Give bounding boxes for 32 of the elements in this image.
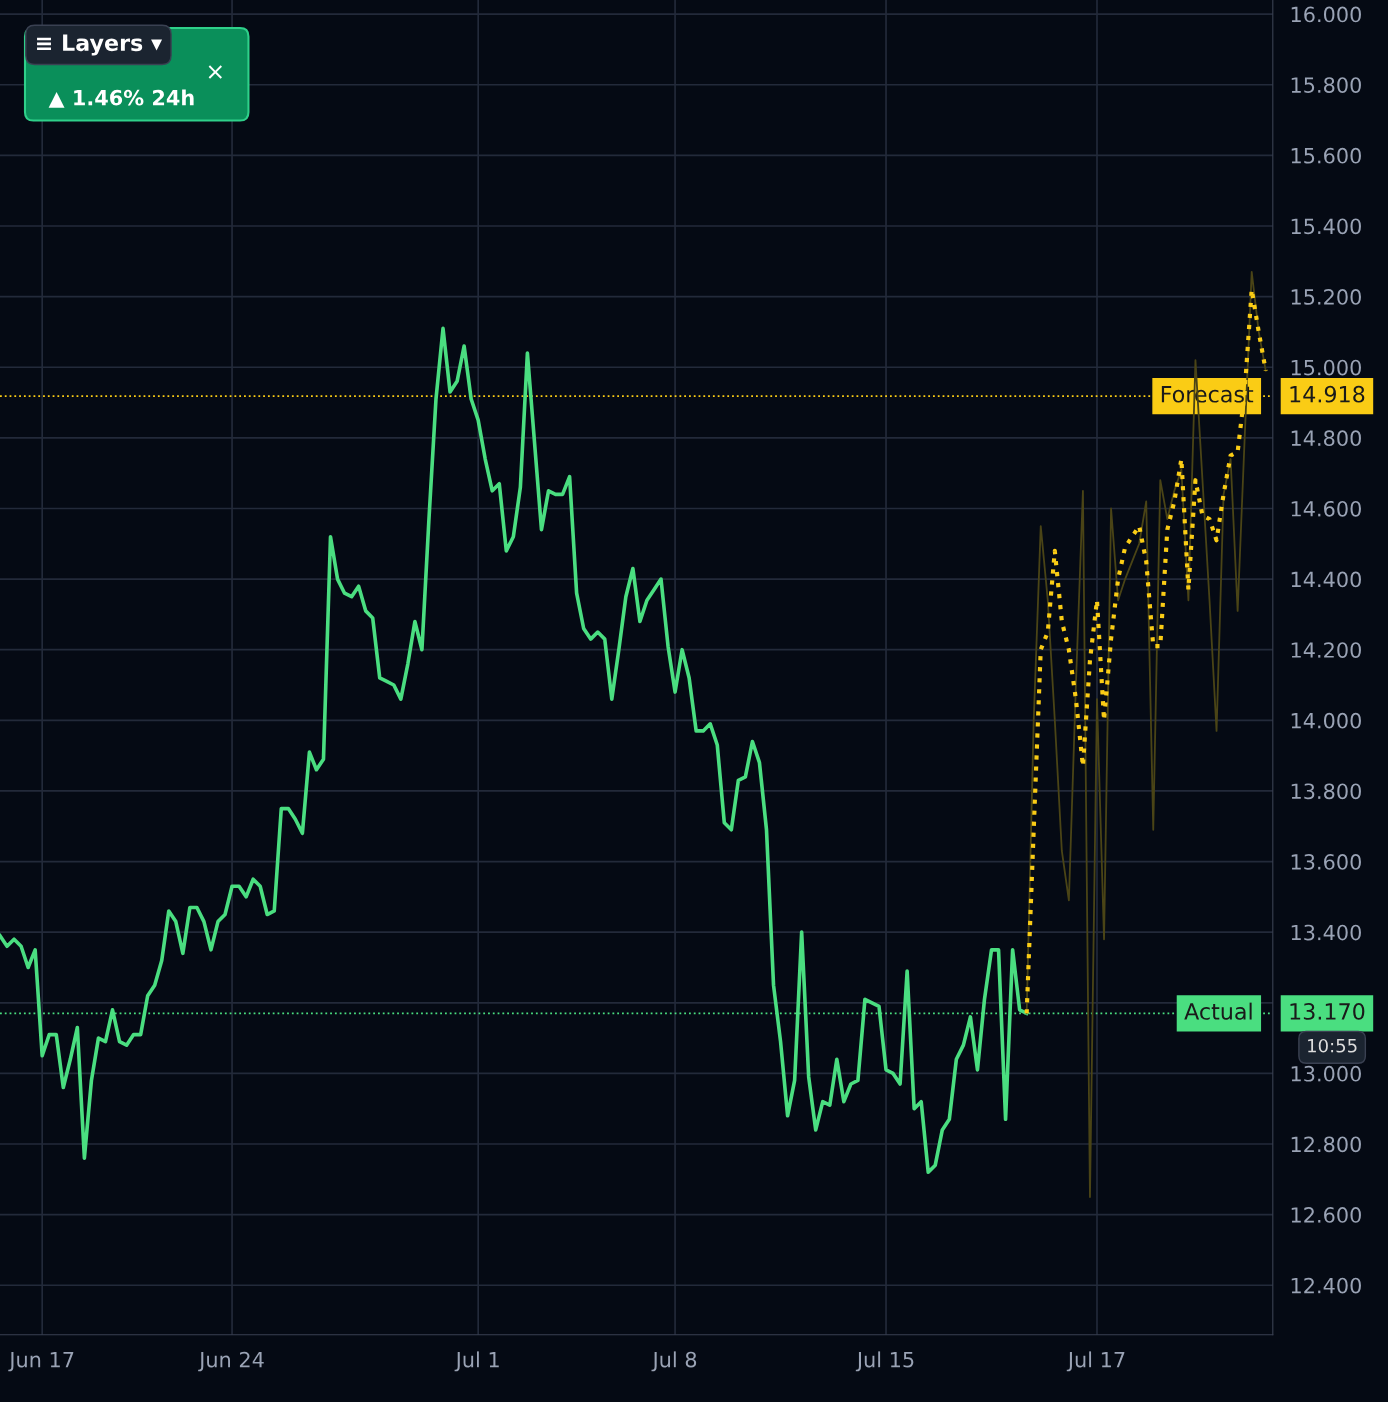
x-tick-label: Jun 17 — [8, 1352, 74, 1372]
x-tick-label: Jul 17 — [1066, 1351, 1125, 1372]
y-tick-label: 15.200 — [1291, 289, 1361, 305]
y-tick-label: 15.000 — [1291, 359, 1361, 376]
x-tick-label: Jul 15 — [855, 1351, 914, 1372]
text: 13.170 — [1290, 1003, 1365, 1020]
y-tick-label: 16.000 — [1291, 6, 1361, 23]
text: 14.918 — [1290, 385, 1365, 403]
y-tick-label: 15.800 — [1291, 77, 1361, 93]
y-tick-label: 15.600 — [1291, 147, 1361, 164]
y-tick-label: 14.800 — [1291, 430, 1361, 447]
x-tick-label: Jul 8 — [651, 1351, 697, 1372]
y-tick-label: 13.000 — [1291, 1065, 1361, 1082]
y-tick-label: 13.400 — [1291, 924, 1361, 941]
y-tick-label: 12.800 — [1291, 1136, 1361, 1153]
y-tick-label: 13.800 — [1291, 783, 1361, 800]
y-tick-label: 14.200 — [1291, 642, 1361, 658]
text: 10:55 — [1308, 1038, 1357, 1053]
x-tick-label: Jun 24 — [198, 1351, 264, 1372]
y-tick-label: 12.600 — [1291, 1207, 1361, 1223]
annotation: ▲ 1.46% 24h — [48, 89, 194, 108]
y-tick-label: 14.000 — [1291, 712, 1361, 729]
annotation: × — [208, 65, 222, 79]
y-tick-label: 14.600 — [1291, 500, 1361, 517]
y-tick-label: 13.600 — [1291, 854, 1361, 870]
y-tick-label: 15.400 — [1291, 218, 1361, 235]
line-series — [1025, 270, 1267, 1198]
y-tick-label: 14.400 — [1291, 571, 1361, 588]
x-tick-label: Jul 1 — [454, 1351, 499, 1372]
ref-line-label: Actual — [1184, 1002, 1252, 1020]
annotation: ≡ Layers ▾ — [37, 34, 163, 56]
y-tick-label: 12.400 — [1291, 1277, 1361, 1294]
